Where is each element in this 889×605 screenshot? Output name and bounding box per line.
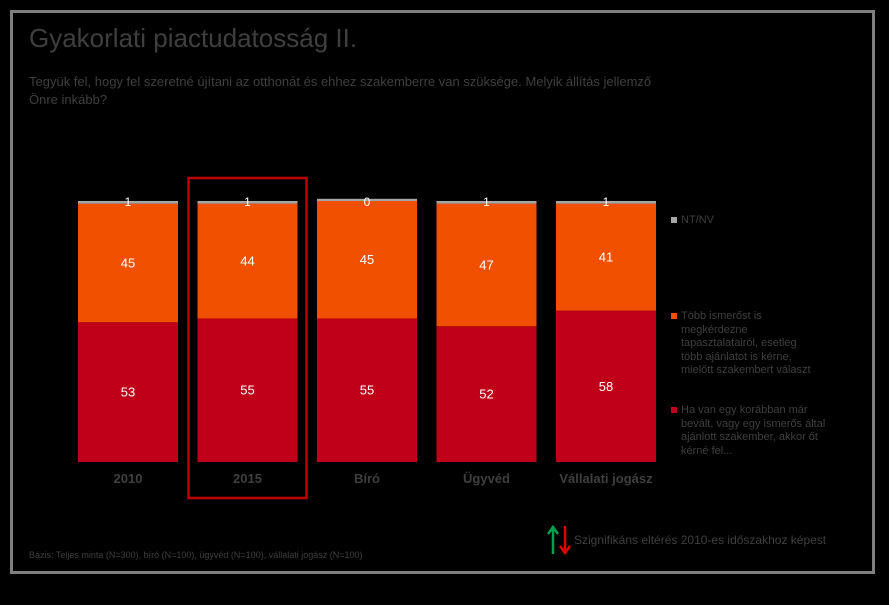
data-label-ugyved-nt-nv: 1 — [483, 195, 490, 209]
bar-vallalati-jogasz-tobb-ismerost — [556, 203, 656, 311]
bar-ugyved-nt-nv — [436, 201, 537, 204]
data-label-vallalati-jogasz-nt-nv: 1 — [603, 195, 610, 209]
bar-ugyved-tobb-ismerost — [436, 203, 537, 327]
arrow-up-icon — [547, 524, 560, 554]
legend-label-tobb-ismerost: Több ismerőst is megkérdezne tapasztalat… — [681, 310, 811, 376]
bar-vallalati-jogasz-nt-nv — [556, 201, 656, 204]
category-label-biro: Bíró — [354, 471, 380, 486]
bar-biro-ha-van — [317, 318, 417, 462]
survey-question: Tegyük fel, hogy fel szeretné újítani az… — [29, 74, 652, 107]
legend-label-ha-van: Ha van egy korábban már bevált, vagy egy… — [681, 404, 826, 457]
bar-biro-nt-nv — [317, 198, 417, 201]
highlight-box-2015 — [187, 176, 308, 500]
data-label-vallalati-jogasz-ha-van: 58 — [599, 379, 613, 394]
legend-swatch-tobb-ismerost — [671, 313, 677, 319]
data-label-ugyved-tobb-ismerost: 47 — [479, 257, 493, 272]
data-label-biro-tobb-ismerost: 45 — [360, 252, 374, 267]
data-label-vallalati-jogasz-tobb-ismerost: 41 — [599, 250, 613, 265]
data-label-2015-ha-van: 55 — [240, 383, 254, 398]
legend-item-tobb-ismerost: Több ismerőst is megkérdezne tapasztalat… — [671, 310, 821, 378]
bar-2010-nt-nv — [78, 201, 178, 204]
legend-swatch-ha-van — [671, 407, 677, 413]
category-label-ugyved: Ügyvéd — [463, 471, 510, 486]
legend-swatch-nt-nv — [671, 217, 677, 223]
significance-arrows-icon — [547, 524, 572, 556]
category-label-vallalati-jogasz: Vállalati jogász — [559, 471, 653, 486]
bar-2010-tobb-ismerost — [78, 203, 178, 323]
bar-vallalati-jogasz-ha-van — [556, 310, 656, 462]
bar-2010-ha-van — [78, 322, 178, 462]
bar-2015-tobb-ismerost — [197, 203, 298, 319]
data-label-2010-ha-van: 53 — [121, 385, 135, 400]
category-label-2010: 2010 — [114, 471, 143, 486]
bar-biro-tobb-ismerost — [317, 201, 417, 319]
data-label-biro-ha-van: 55 — [360, 383, 374, 398]
bar-2015-ha-van — [197, 318, 298, 462]
base-footnote: Bázis: Teljes minta (N=300), bíró (N=100… — [29, 550, 363, 560]
slide-title: Gyakorlati piactudatosság II. — [29, 23, 358, 53]
data-label-biro-nt-nv: 0 — [364, 195, 371, 209]
data-label-2015-tobb-ismerost: 44 — [240, 254, 254, 269]
legend-item-nt-nv: NT/NV — [671, 214, 841, 228]
data-label-2010-nt-nv: 1 — [125, 195, 132, 209]
data-label-2010-tobb-ismerost: 45 — [121, 255, 135, 270]
category-label-2015: 2015 — [233, 471, 262, 486]
bar-2015-nt-nv — [197, 201, 298, 204]
bar-ugyved-ha-van — [436, 326, 537, 462]
legend-item-ha-van: Ha van egy korábban már bevált, vagy egy… — [671, 404, 831, 458]
significance-note: Szignifikáns eltérés 2010-es időszakhoz … — [574, 533, 827, 547]
arrow-down-icon — [558, 526, 572, 556]
data-label-2015-nt-nv: 1 — [244, 195, 251, 209]
data-label-ugyved-ha-van: 52 — [479, 387, 493, 402]
legend-label-nt-nv: NT/NV — [681, 214, 714, 226]
